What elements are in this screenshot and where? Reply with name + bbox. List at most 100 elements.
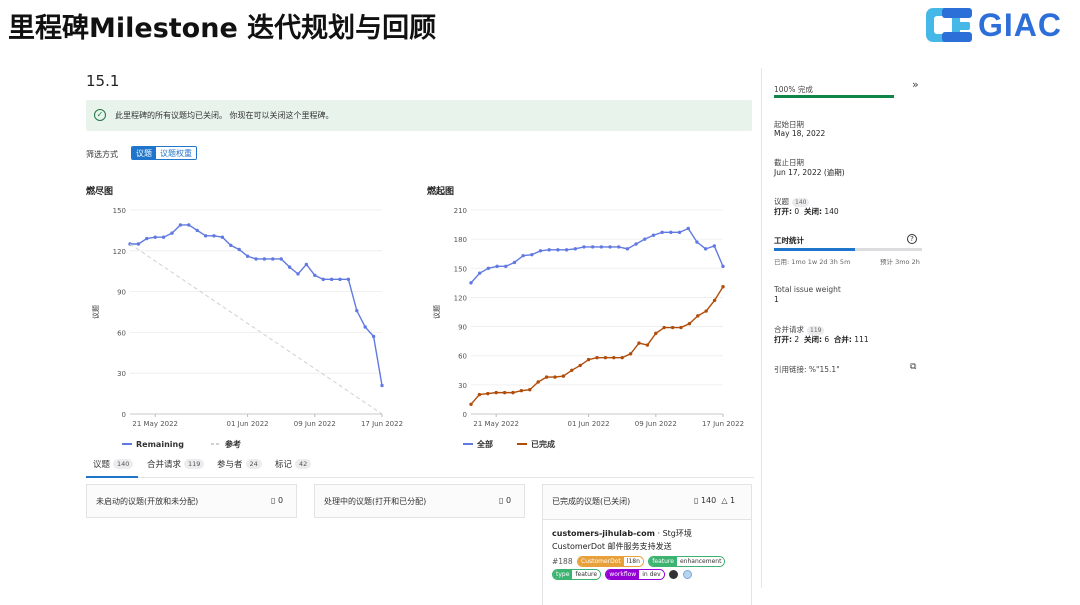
- data-point: [695, 240, 699, 244]
- data-point: [519, 388, 524, 393]
- filter-weight-button[interactable]: 议题权重: [156, 147, 196, 159]
- data-point: [502, 390, 507, 395]
- data-point: [254, 257, 258, 261]
- tab-participants[interactable]: 参与者 24: [217, 458, 262, 470]
- data-point: [643, 237, 647, 241]
- data-point: [544, 375, 549, 379]
- alert-text: 此里程碑的所有议题均已关闭。 你现在可以关闭这个里程碑。: [115, 111, 334, 120]
- reference-label: 引用链接:: [774, 365, 807, 374]
- label-customerdot[interactable]: CustomerDot l18n: [577, 556, 644, 567]
- data-point: [651, 233, 656, 237]
- data-point: [582, 245, 586, 249]
- tab-participants-count: 24: [245, 459, 262, 469]
- label-feature[interactable]: feature enhancement: [648, 556, 726, 567]
- series-line-1: [470, 286, 724, 405]
- data-point: [477, 392, 482, 397]
- x-tick-label: 09 Jun 2022: [635, 420, 677, 428]
- assignee-avatar[interactable]: [668, 570, 678, 579]
- issue-project: customers-jihulab-com: [552, 529, 655, 538]
- data-point: [271, 257, 275, 261]
- board-column-unstarted: 未启动的议题(开放和未分配) ▯ 0: [86, 484, 297, 518]
- reference: 引用链接: %"15.1": [774, 364, 840, 375]
- data-point: [634, 242, 638, 246]
- burndown-title: 燃尽图: [86, 187, 114, 197]
- issues-open-value: 0: [794, 207, 800, 216]
- data-point: [313, 273, 317, 277]
- assignee-avatar[interactable]: [683, 570, 693, 579]
- data-point: [669, 230, 673, 235]
- burnup-title: 燃起图: [427, 187, 455, 197]
- data-point: [570, 368, 574, 372]
- data-point: [494, 390, 498, 395]
- data-point: [363, 325, 367, 329]
- progress-label: 100% 完成: [774, 85, 813, 94]
- data-point: [212, 234, 216, 238]
- milestone-tabs: 议题 140 合并请求 119 参与者 24 标记 42: [86, 454, 754, 478]
- time-estimate: 预计 3mo 2h: [880, 258, 920, 266]
- series-line-1: [129, 243, 383, 415]
- column-count-value: 140: [700, 496, 717, 505]
- tab-issues[interactable]: 议题 140: [93, 458, 134, 470]
- data-point: [161, 235, 166, 239]
- tab-labels-label: 标记: [275, 460, 293, 470]
- closed-alert: ✓ 此里程碑的所有议题均已关闭。 你现在可以关闭这个里程碑。: [86, 100, 752, 131]
- data-point: [686, 226, 690, 231]
- data-point: [578, 363, 582, 368]
- data-point: [721, 264, 725, 269]
- y-tick-label: 0: [122, 411, 126, 419]
- help-icon[interactable]: ?: [907, 234, 917, 244]
- tab-issues-label: 议题: [93, 460, 111, 470]
- y-tick-label: 150: [454, 265, 467, 273]
- label-value: feature: [572, 570, 601, 579]
- data-point: [355, 308, 359, 313]
- data-point: [547, 248, 551, 252]
- data-point: [703, 247, 708, 251]
- due-date-value: Jun 17, 2022 (逾期): [774, 168, 845, 177]
- y-tick-label: 60: [458, 353, 467, 361]
- tab-issues-count: 140: [113, 459, 134, 469]
- issue-ref: #188: [552, 557, 573, 566]
- filter-issues-button[interactable]: 议题: [132, 147, 156, 159]
- mr-summary: 合并请求 119: [774, 324, 825, 335]
- x-tick-label: 17 Jun 2022: [361, 420, 403, 428]
- time-tracking-bar: [774, 248, 922, 251]
- data-point: [660, 230, 664, 235]
- data-point: [203, 234, 208, 238]
- data-point: [477, 271, 482, 275]
- tab-labels[interactable]: 标记 42: [275, 458, 312, 470]
- y-axis-label: 议题: [92, 305, 100, 319]
- issue-card-title[interactable]: customers-jihulab-com · Stg环境 CustomerDo…: [552, 527, 744, 553]
- tab-merge-requests[interactable]: 合并请求 119: [147, 458, 205, 470]
- check-circle-icon: ✓: [94, 109, 106, 121]
- copy-icon[interactable]: ⧉: [910, 362, 917, 372]
- column-count: ▯ 140 △ 1: [694, 496, 735, 505]
- milestone-title: 15.1: [86, 72, 120, 90]
- board-column-done: 已完成的议题(已关闭) ▯ 140 △ 1 customers-jihulab-…: [542, 484, 752, 605]
- label-type[interactable]: type feature: [552, 569, 602, 580]
- time-tracking-label: 工时统计: [774, 236, 804, 245]
- data-point: [573, 247, 577, 251]
- tab-mr-label: 合并请求: [147, 460, 182, 470]
- issues-open-label: 打开:: [774, 207, 792, 216]
- label-scope: workflow: [606, 570, 640, 579]
- data-point: [380, 383, 384, 388]
- label-workflow[interactable]: workflow in dev: [605, 569, 665, 580]
- time-spent: 已用: 1mo 1w 2d 3h 5m: [774, 258, 851, 266]
- data-point: [495, 264, 499, 269]
- issue-card[interactable]: customers-jihulab-com · Stg环境 CustomerDo…: [543, 519, 751, 605]
- column-title: 处理中的议题(打开和已分配): [324, 497, 427, 506]
- y-tick-label: 90: [117, 289, 126, 297]
- start-date-label: 起始日期: [774, 120, 804, 129]
- data-point: [556, 248, 560, 252]
- tab-mr-count: 119: [184, 459, 205, 469]
- data-point: [521, 253, 525, 258]
- data-point: [712, 298, 717, 303]
- issues-label: 议题: [774, 197, 789, 206]
- data-point: [329, 277, 334, 282]
- logo-text: GIAC: [978, 7, 1062, 43]
- data-point: [599, 245, 604, 249]
- y-tick-label: 30: [458, 382, 467, 390]
- data-point: [338, 277, 342, 282]
- collapse-sidebar-icon[interactable]: »: [912, 78, 919, 91]
- data-point: [564, 248, 569, 252]
